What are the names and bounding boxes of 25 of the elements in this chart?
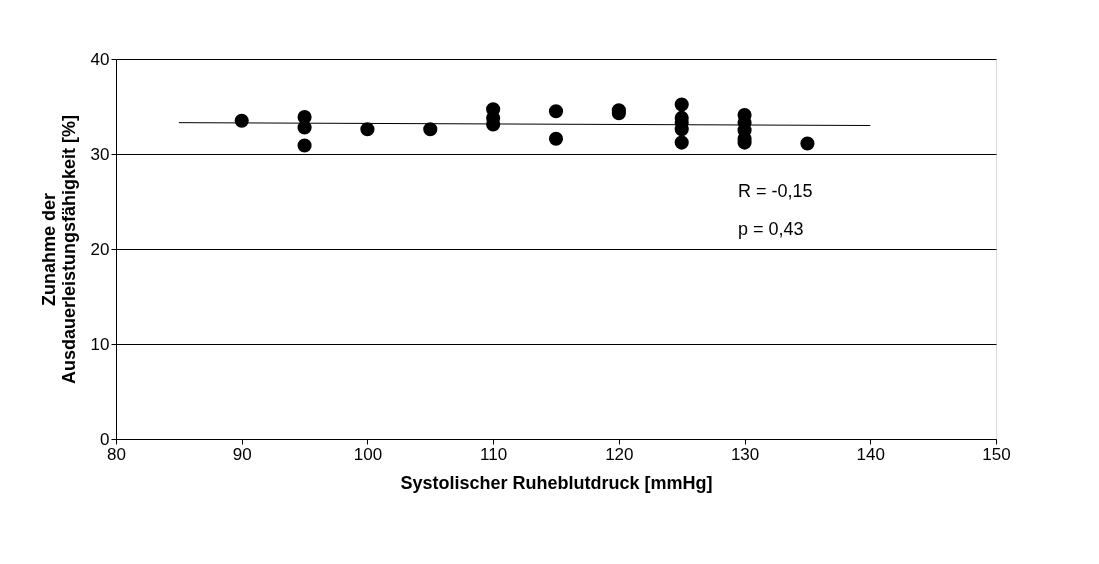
x-tick-label: 110 — [480, 444, 508, 464]
x-tick-label: 90 — [232, 444, 252, 464]
x-axis-title: Systolischer Ruheblutdruck [mmHg] — [400, 472, 713, 493]
point — [674, 97, 689, 112]
point — [674, 135, 689, 150]
point — [800, 136, 815, 151]
point — [548, 131, 564, 146]
x-tick-label: 130 — [730, 444, 760, 464]
y-tick-label: 20 — [90, 239, 110, 259]
y-tick-label: 30 — [90, 144, 110, 164]
x-tick-label: 150 — [982, 444, 1011, 464]
y-axis-title: Zunahme der Ausdauerleistungsfähigkeit [%] — [38, 114, 79, 385]
x-tick-label: 140 — [856, 444, 885, 464]
point — [548, 104, 564, 119]
y-tick-label: 0 — [100, 429, 110, 449]
x-tick-label: 120 — [605, 444, 634, 464]
point — [360, 122, 375, 137]
point — [297, 138, 312, 153]
x-tick-label: 100 — [353, 444, 383, 464]
x-tick-label: 80 — [107, 444, 126, 464]
y-tick-label: 40 — [90, 49, 110, 69]
annotation: R = -0,15 — [738, 181, 813, 201]
annotation: p = 0,43 — [738, 219, 804, 239]
y-tick-label: 10 — [90, 334, 110, 354]
point — [423, 122, 438, 137]
